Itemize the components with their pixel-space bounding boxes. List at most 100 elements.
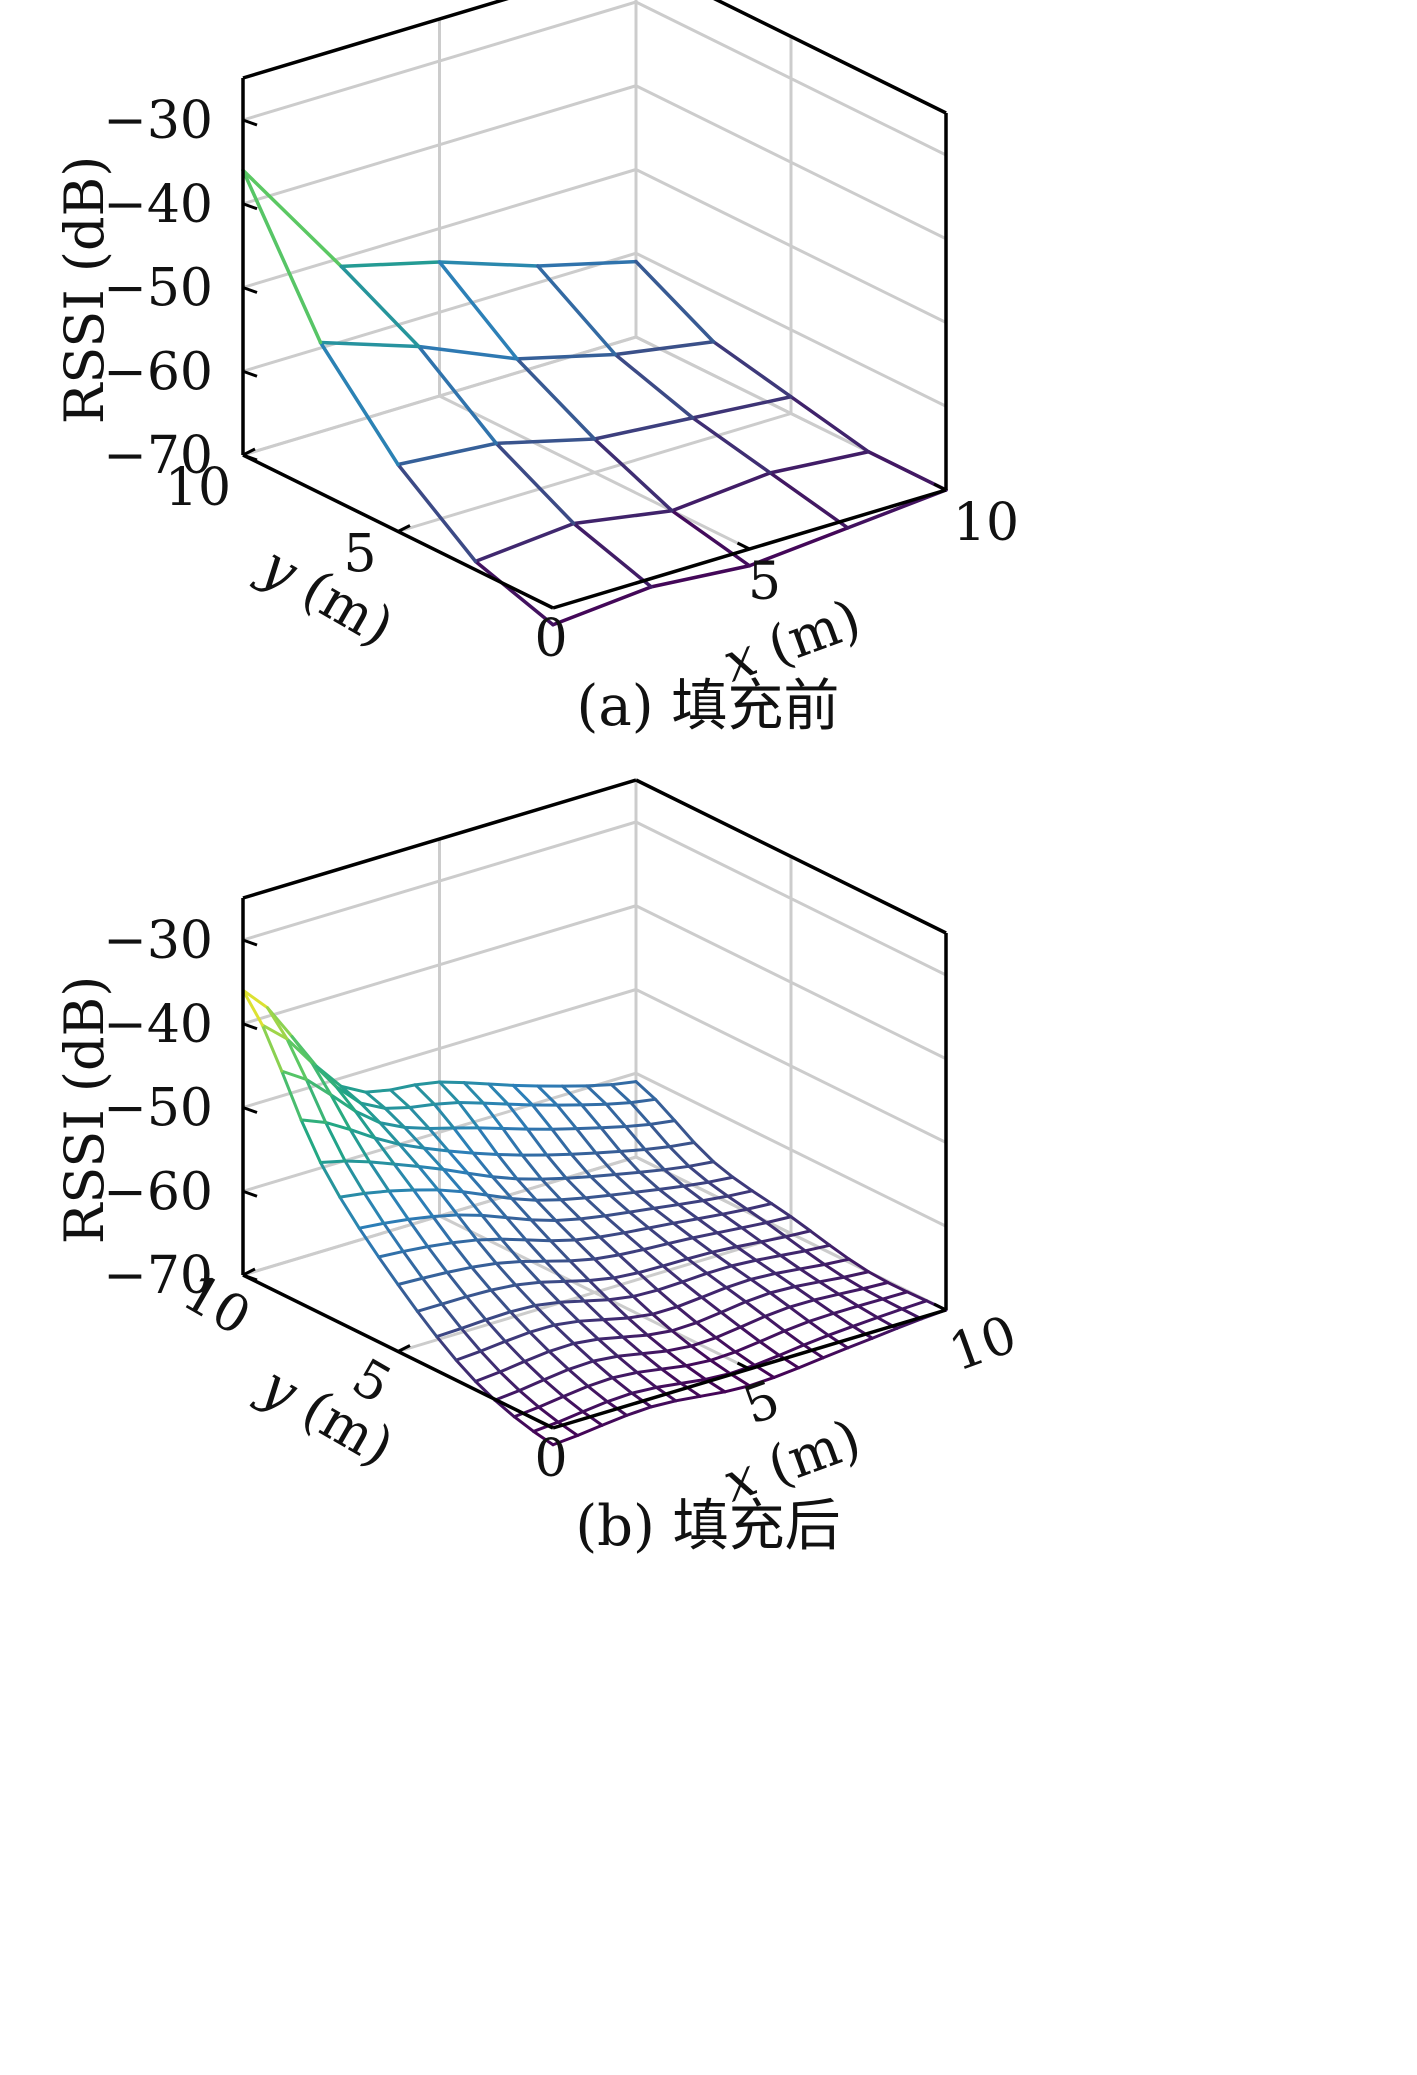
mesh-segment xyxy=(700,1295,723,1314)
mesh-segment xyxy=(362,1189,391,1195)
mesh-segment xyxy=(740,1221,768,1230)
mesh-segment xyxy=(377,1249,405,1259)
y-tick-mark xyxy=(397,1344,411,1353)
mesh-segment xyxy=(412,1188,435,1219)
mesh-segment xyxy=(719,1310,742,1329)
mesh-segment xyxy=(826,1324,855,1337)
mesh-segment xyxy=(484,1318,507,1343)
mesh-segment xyxy=(611,1376,634,1395)
mesh-segment xyxy=(554,1219,577,1242)
mesh-segment xyxy=(665,1349,688,1368)
mesh-segment xyxy=(589,1173,617,1179)
y-tick-mark xyxy=(242,1267,256,1277)
mesh-segment xyxy=(564,1175,593,1180)
mesh-segment xyxy=(770,1202,793,1219)
mesh-segment xyxy=(415,1302,444,1313)
mesh-segment xyxy=(474,1370,502,1383)
mesh-segment xyxy=(788,1305,811,1323)
mesh-segment xyxy=(759,1235,788,1244)
mesh-segment xyxy=(622,1231,646,1251)
mesh-segment xyxy=(427,1126,450,1153)
mesh-segment xyxy=(401,1245,430,1253)
mesh-segment xyxy=(638,1170,661,1191)
mesh-segment xyxy=(484,1310,512,1322)
mesh-segment xyxy=(759,1240,783,1258)
mesh-segment xyxy=(624,1122,652,1129)
mesh-segment xyxy=(493,1398,516,1419)
mesh-segment xyxy=(558,1299,586,1304)
z-tick-mark xyxy=(242,1189,258,1198)
mesh-segment xyxy=(462,1081,485,1105)
mesh-segment xyxy=(660,1364,688,1371)
mesh-segment xyxy=(560,1084,584,1107)
mesh-segment xyxy=(634,259,716,344)
mesh-segment xyxy=(789,1215,812,1233)
mesh-segment xyxy=(528,1323,556,1334)
z-tick-mark xyxy=(242,1106,258,1114)
mesh-segment xyxy=(823,1257,851,1267)
mesh-segment xyxy=(348,1128,372,1164)
mesh-segment xyxy=(339,264,421,349)
mesh-segment xyxy=(462,1081,491,1086)
wall-grid-z-2 xyxy=(242,987,947,1144)
mesh-segment xyxy=(406,1215,435,1221)
mesh-segment xyxy=(260,1023,284,1073)
mesh-segment xyxy=(687,1160,715,1168)
z-tick-mark xyxy=(242,286,258,294)
mesh-segment xyxy=(802,1333,830,1347)
mesh-segment xyxy=(715,1226,744,1235)
mesh-segment xyxy=(348,1128,377,1140)
mesh-segment xyxy=(537,1395,565,1409)
mesh-segment xyxy=(310,1060,333,1097)
mesh-segment xyxy=(494,437,597,446)
mesh-segment xyxy=(364,1090,387,1110)
mesh-segment xyxy=(338,1195,361,1230)
mesh-segment xyxy=(647,1221,675,1230)
mesh-segment xyxy=(749,1277,772,1295)
z-tick-label: −40 xyxy=(103,175,213,235)
mesh-segment xyxy=(594,1149,622,1155)
mesh-segment xyxy=(496,1152,519,1181)
mesh-segment xyxy=(768,471,850,530)
mesh-segment xyxy=(758,1329,786,1344)
mesh-segment xyxy=(616,1352,644,1358)
mesh-segment xyxy=(417,344,519,361)
mesh-segment xyxy=(498,1370,521,1393)
mesh-segment xyxy=(403,1125,431,1130)
mesh-segment xyxy=(514,1280,542,1287)
mesh-segment xyxy=(533,1300,562,1308)
mesh-segment xyxy=(847,1257,870,1274)
mesh-segment xyxy=(867,1270,890,1284)
mesh-segment xyxy=(784,1229,812,1239)
mesh-segment xyxy=(569,1152,593,1179)
mesh-segment xyxy=(382,1217,410,1225)
mesh-segment xyxy=(465,1295,488,1322)
mesh-segment xyxy=(572,521,653,589)
mesh-segment xyxy=(334,1085,357,1113)
mesh-segment xyxy=(739,1314,767,1329)
mesh-segment xyxy=(503,1330,532,1343)
mesh-segment xyxy=(670,1321,699,1333)
mesh-segment xyxy=(797,1356,825,1370)
mesh-segment xyxy=(660,1367,683,1385)
mesh-segment xyxy=(592,437,674,513)
mesh-segment xyxy=(515,357,597,441)
surface-mesh xyxy=(241,168,948,627)
mesh-segment xyxy=(501,1127,529,1131)
y-tick-label: 10 xyxy=(165,458,231,518)
mesh-segment xyxy=(612,1271,640,1280)
mesh-segment xyxy=(563,1279,591,1283)
mesh-segment xyxy=(662,1168,686,1188)
mesh-segment xyxy=(459,1326,483,1353)
mesh-segment xyxy=(758,1340,781,1357)
mesh-segment xyxy=(613,340,716,357)
mesh-segment xyxy=(470,1265,493,1292)
mesh-segment xyxy=(508,1310,532,1334)
mesh-segment xyxy=(604,1101,633,1106)
mesh-segment xyxy=(692,1141,715,1164)
mesh-segment xyxy=(788,1298,816,1309)
mesh-segment xyxy=(648,1119,677,1126)
mesh-segment xyxy=(319,1161,342,1199)
